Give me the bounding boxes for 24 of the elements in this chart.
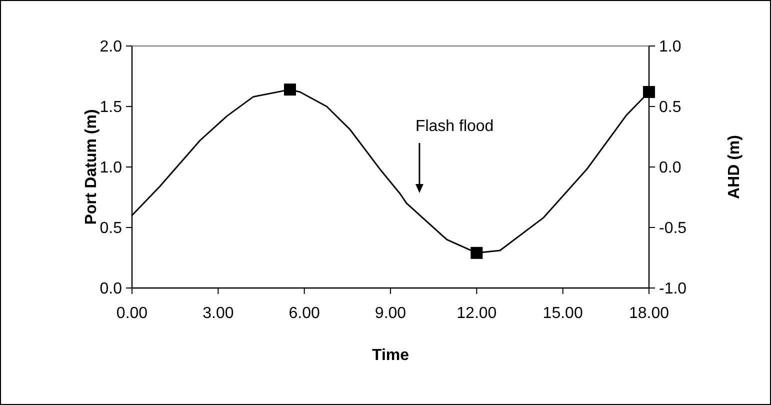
x-tick-label: 3.00	[202, 305, 234, 322]
x-axis-title: Time	[372, 347, 410, 364]
y2-tick-label: -1.0	[659, 280, 687, 298]
y2-axis-title: AHD (m)	[726, 135, 743, 199]
y2-tick-label: 1.0	[659, 38, 682, 56]
x-tick-label: 18.00	[628, 305, 670, 322]
y-tick-label: 1.0	[100, 160, 122, 177]
point	[470, 246, 483, 259]
y2-tick-label: 0.5	[659, 99, 682, 116]
x-tick-label: 6.00	[288, 305, 320, 322]
y2-tick-label: 0.0	[659, 160, 682, 177]
x-tick-label: 0.00	[116, 305, 148, 322]
y-tick-label: 2.0	[100, 38, 122, 56]
x-tick-label: 15.00	[542, 305, 583, 322]
y-tick-label: 1.5	[100, 99, 122, 116]
x-tick-label: 12.00	[456, 305, 497, 322]
point	[643, 86, 655, 98]
y-axis-title: Port Datum (m)	[83, 109, 100, 225]
x-tick-label: 9.00	[374, 305, 406, 322]
y-tick-label: 0.5	[100, 220, 122, 238]
annotation: Flash flood	[415, 118, 494, 135]
y2-tick-label: -0.5	[659, 220, 687, 238]
point	[284, 84, 296, 96]
y-tick-label: 0.0	[100, 280, 122, 298]
